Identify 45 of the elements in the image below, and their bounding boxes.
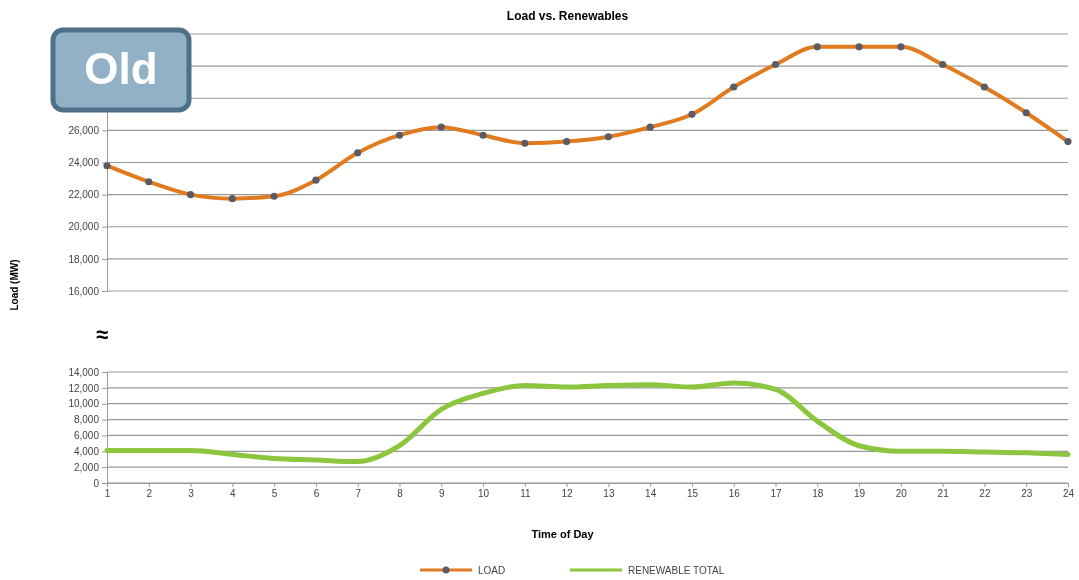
x-tick-label: 14	[645, 488, 657, 500]
x-tick-label: 1	[104, 488, 111, 500]
y-tick-label: 12,000	[68, 382, 100, 394]
y-tick-label: 14,000	[68, 366, 100, 378]
text: RENEWABLE TOTAL	[628, 565, 725, 576]
x-tick-label: 2	[146, 488, 153, 500]
y-tick-label: 24,000	[68, 157, 100, 169]
x-tick-label: 8	[397, 488, 404, 500]
y-tick-label: 2,000	[73, 461, 100, 473]
x-tick-label: 3	[188, 488, 195, 500]
x-tick-label: 19	[854, 488, 866, 500]
y-tick-label: 6,000	[73, 430, 100, 442]
x-tick-label: 20	[895, 488, 908, 500]
y-tick-label: 26,000	[68, 125, 100, 137]
x-tick-label: 18	[812, 488, 824, 500]
x-tick-label: 23	[1021, 488, 1033, 500]
x-tick-label: 5	[271, 488, 278, 500]
y-tick-label: 4,000	[73, 445, 100, 457]
y-tick-label: 10,000	[68, 398, 100, 410]
x-tick-label: 9	[438, 488, 445, 500]
y-tick-label: 18,000	[68, 253, 100, 265]
x-axis-title: Time of Day	[531, 528, 595, 540]
y-tick-label: 16,000	[68, 285, 100, 297]
y-tick-label: 8,000	[73, 414, 100, 426]
x-tick-label: 22	[979, 488, 991, 500]
x-tick-label: 21	[937, 488, 950, 500]
y-tick-label: 20,000	[68, 221, 100, 233]
y-tick-label: 22,000	[68, 189, 100, 201]
x-tick-label: 11	[520, 488, 531, 500]
chart-title: Load vs. Renewables	[506, 9, 629, 23]
x-tick-label: 17	[770, 488, 783, 500]
x-tick-label: 7	[355, 488, 362, 500]
x-tick-label: 13	[603, 488, 615, 500]
x-tick-label: 15	[686, 488, 699, 500]
x-tick-label: 16	[728, 488, 741, 500]
annotation: Old	[84, 44, 158, 93]
x-tick-label: 10	[477, 488, 490, 500]
x-tick-label: 6	[313, 488, 320, 500]
x-tick-label: 12	[561, 488, 574, 500]
x-tick-label: 4	[230, 488, 237, 500]
x-tick-label: 24	[1062, 488, 1075, 500]
text: ≈	[95, 322, 109, 347]
y-tick-label: 0	[93, 477, 100, 489]
text: LOAD	[478, 565, 506, 576]
y-axis-title: Load (MW)	[9, 259, 20, 311]
